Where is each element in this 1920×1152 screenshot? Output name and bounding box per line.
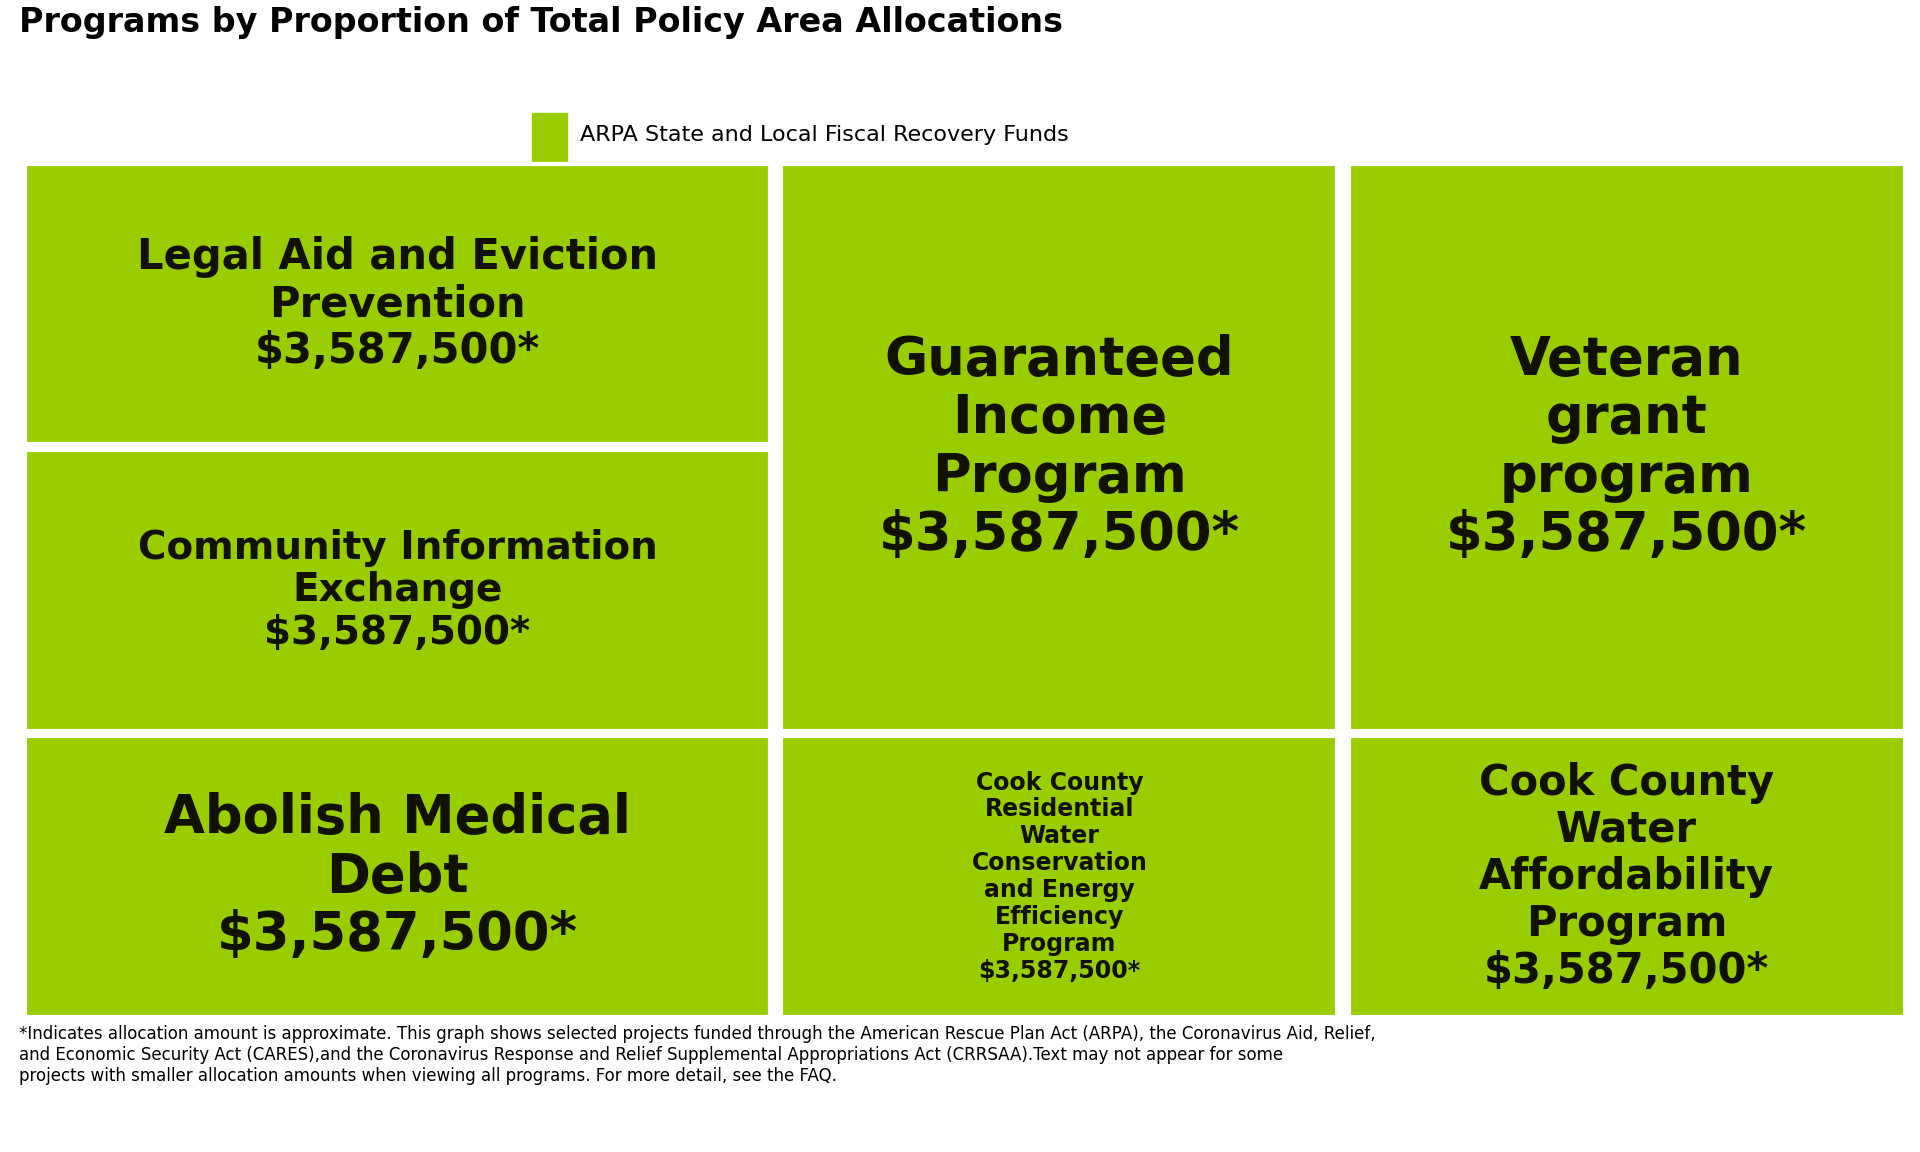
Text: Cook County
Water
Affordability
Program
$3,587,500*: Cook County Water Affordability Program … [1478, 761, 1774, 992]
Bar [25, 449, 770, 732]
Bar [1348, 164, 1905, 732]
Text: *Indicates allocation amount is approximate. This graph shows selected projects : *Indicates allocation amount is approxim… [19, 1025, 1377, 1085]
Bar [781, 164, 1338, 732]
Bar [532, 113, 566, 160]
Text: Community Information
Exchange
$3,587,500*: Community Information Exchange $3,587,50… [138, 529, 657, 652]
Bar [25, 736, 770, 1017]
Bar [25, 164, 770, 445]
Text: Veteran
grant
program
$3,587,500*: Veteran grant program $3,587,500* [1446, 334, 1807, 561]
Text: Guaranteed
Income
Program
$3,587,500*: Guaranteed Income Program $3,587,500* [879, 334, 1240, 561]
Bar [781, 736, 1338, 1017]
Text: Programs by Proportion of Total Policy Area Allocations: Programs by Proportion of Total Policy A… [19, 6, 1064, 39]
Text: ARPA State and Local Fiscal Recovery Funds: ARPA State and Local Fiscal Recovery Fun… [580, 126, 1069, 145]
Text: Cook County
Residential
Water
Conservation
and Energy
Efficiency
Program
$3,587,: Cook County Residential Water Conservati… [972, 771, 1148, 983]
Text: Legal Aid and Eviction
Prevention
$3,587,500*: Legal Aid and Eviction Prevention $3,587… [136, 236, 659, 372]
Bar [1348, 736, 1905, 1017]
Text: Abolish Medical
Debt
$3,587,500*: Abolish Medical Debt $3,587,500* [163, 793, 632, 961]
